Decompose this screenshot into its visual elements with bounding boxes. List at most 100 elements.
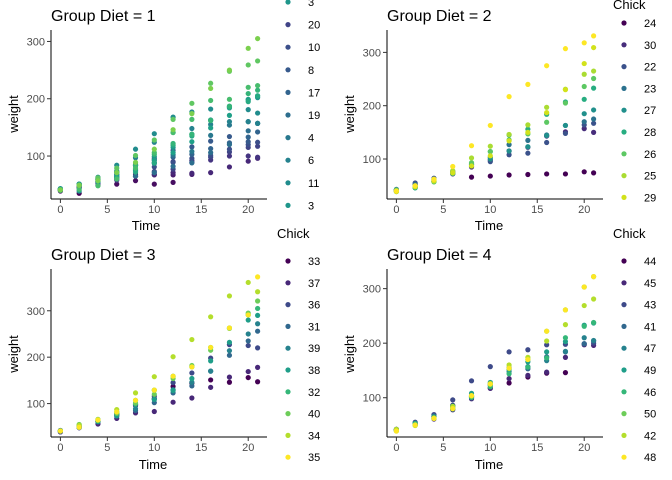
- data-point: [591, 33, 597, 39]
- data-point: [525, 171, 531, 178]
- data-point: [591, 120, 597, 126]
- data-point: [487, 148, 493, 155]
- data-point: [506, 131, 512, 138]
- data-point: [245, 62, 251, 68]
- y-axis-label: weight: [6, 95, 21, 134]
- legend-label: 30: [644, 40, 656, 52]
- data-point: [544, 338, 550, 344]
- data-point: [544, 328, 550, 334]
- x-tick-label: 0: [393, 442, 399, 454]
- data-point: [189, 139, 195, 145]
- legend-label: 48: [644, 452, 656, 464]
- data-point: [562, 122, 569, 129]
- legend-label: 31: [308, 321, 320, 333]
- data-point: [226, 352, 233, 358]
- data-point: [255, 298, 261, 304]
- data-point: [226, 103, 233, 109]
- data-point: [581, 83, 587, 90]
- data-point: [208, 358, 214, 364]
- data-point: [151, 396, 157, 403]
- x-tick-label: 20: [242, 442, 254, 454]
- data-point: [132, 165, 139, 171]
- data-point: [544, 342, 550, 348]
- data-point: [544, 369, 550, 375]
- y-tick-label: 100: [363, 393, 381, 405]
- legend-label: 29: [644, 192, 656, 204]
- data-point: [591, 107, 597, 113]
- data-point: [170, 116, 176, 122]
- data-point: [450, 406, 456, 412]
- legend-key: [621, 389, 627, 395]
- data-point: [76, 424, 82, 430]
- data-point: [132, 152, 139, 159]
- data-point: [132, 169, 139, 175]
- data-point: [468, 143, 475, 149]
- legend-label: 41: [644, 321, 656, 333]
- x-tick-label: 10: [484, 442, 496, 454]
- legend-label: 4: [308, 133, 314, 145]
- legend-label: 37: [308, 278, 320, 290]
- legend-label: 39: [308, 343, 320, 355]
- y-axis-label: weight: [342, 95, 357, 134]
- data-point: [132, 178, 139, 184]
- data-point: [487, 143, 493, 149]
- legend-key: [285, 323, 291, 329]
- legend-label: 36: [308, 300, 320, 312]
- plot-area: 0 5 10 15 20 100 200 300: [27, 269, 267, 454]
- legend-key: [285, 67, 291, 73]
- data-point: [450, 163, 456, 170]
- data-point: [132, 390, 139, 396]
- data-point: [151, 387, 157, 393]
- data-point: [468, 378, 475, 384]
- data-point: [525, 137, 531, 143]
- data-point: [544, 355, 550, 361]
- data-point: [226, 96, 233, 102]
- data-point: [255, 328, 261, 334]
- data-point: [245, 139, 251, 145]
- data-point: [412, 183, 418, 189]
- data-point: [506, 152, 512, 158]
- data-point: [245, 128, 251, 134]
- data-point: [562, 46, 569, 52]
- legend-label: 34: [308, 430, 320, 442]
- data-point: [487, 381, 493, 387]
- data-point: [562, 130, 569, 137]
- y-tick-label: 100: [27, 399, 45, 411]
- data-point: [591, 274, 597, 280]
- legend-label: 3: [308, 0, 314, 9]
- legend-label: 26: [644, 149, 656, 161]
- data-point: [226, 146, 233, 152]
- legend-key: [621, 85, 627, 91]
- legend-label: 43: [644, 300, 656, 312]
- legend-key: [285, 22, 291, 28]
- data-point: [189, 395, 195, 401]
- data-point: [151, 374, 157, 380]
- legend: 33 37 36 31 39 38 32 40 34 35: [285, 256, 320, 464]
- data-point: [189, 155, 195, 161]
- data-point: [581, 119, 587, 125]
- y-tick-label: 300: [27, 306, 45, 318]
- data-point: [226, 339, 233, 345]
- legend-key: [621, 432, 627, 438]
- data-point: [208, 149, 214, 156]
- data-point: [226, 119, 233, 125]
- legend-key: [621, 129, 627, 135]
- data-point: [95, 417, 101, 423]
- data-point: [412, 422, 418, 428]
- legend-label: 40: [308, 409, 320, 421]
- plot-area: 0 5 10 15 20 100 200 300: [363, 269, 603, 454]
- data-point: [562, 354, 569, 360]
- data-point: [208, 132, 214, 139]
- data-point: [208, 377, 214, 383]
- x-tick-label: 10: [148, 204, 160, 216]
- legend-label: 25: [644, 171, 656, 183]
- y-tick-label: 300: [363, 284, 381, 296]
- legend-label: 42: [644, 430, 656, 442]
- data-point: [245, 107, 251, 113]
- data-point: [189, 375, 195, 382]
- data-point: [544, 132, 550, 139]
- data-point: [581, 60, 587, 67]
- data-point: [544, 104, 550, 110]
- data-point: [189, 148, 195, 155]
- legend-key: [285, 345, 291, 351]
